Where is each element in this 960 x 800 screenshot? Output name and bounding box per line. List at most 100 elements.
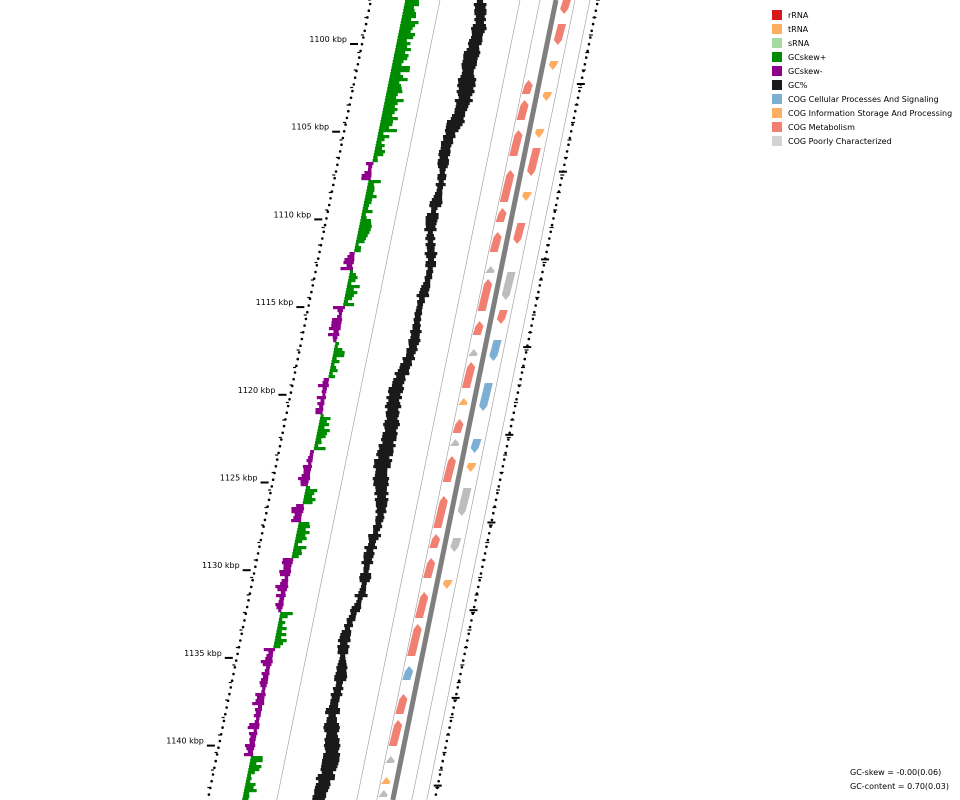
gc-skew-positive-bar bbox=[366, 189, 375, 193]
gc-skew-positive-bar bbox=[278, 621, 286, 625]
legend-swatch bbox=[772, 52, 782, 62]
gc-content-bar bbox=[358, 591, 366, 595]
gene-arrow-metabolism bbox=[495, 208, 507, 222]
gc-skew-negative-bar bbox=[278, 609, 282, 613]
gc-skew-positive-bar bbox=[356, 237, 367, 241]
gc-content-bar bbox=[323, 753, 341, 757]
gc-skew-negative-bar bbox=[328, 327, 341, 331]
gc-content-bar bbox=[318, 780, 331, 784]
gc-content-bar bbox=[376, 507, 386, 511]
gene-arrow-info bbox=[542, 92, 553, 101]
gc-skew-positive-bar bbox=[359, 222, 372, 226]
ruler-dots-right bbox=[498, 478, 502, 482]
gc-content-bar bbox=[456, 90, 475, 94]
gc-skew-negative-bar bbox=[338, 312, 343, 316]
gc-content-bar bbox=[341, 630, 352, 634]
ruler-dots-right bbox=[438, 773, 442, 776]
gc-skew-negative-bar bbox=[333, 330, 339, 334]
kbp-tick-label: 1130 kbp bbox=[202, 561, 240, 570]
ruler-dots-left bbox=[325, 217, 328, 220]
gc-content-bar bbox=[458, 96, 471, 100]
gc-content-bar bbox=[324, 729, 340, 733]
ruler-dots-right bbox=[507, 438, 510, 441]
gc-skew-negative-bar bbox=[344, 258, 355, 262]
gc-skew-positive-bar bbox=[313, 447, 326, 451]
gc-skew-negative-bar bbox=[303, 468, 312, 472]
ruler-dots-left bbox=[207, 793, 211, 796]
ruler-dots-right bbox=[449, 719, 453, 723]
gc-skew-negative-bar bbox=[247, 726, 260, 730]
gc-skew-positive-bar bbox=[274, 639, 287, 643]
legend-item-gcskew-neg: GCskew- bbox=[772, 64, 952, 78]
gc-content-bar bbox=[437, 165, 448, 169]
gc-content-bar bbox=[346, 621, 353, 625]
gc-skew-negative-bar bbox=[255, 699, 265, 703]
ruler-dots-left bbox=[217, 746, 220, 749]
gc-skew-positive-bar bbox=[291, 555, 299, 559]
gc-skew-positive-bar bbox=[304, 492, 315, 496]
gc-skew-negative-bar bbox=[260, 660, 273, 664]
gc-content-bar bbox=[329, 705, 339, 709]
ruler-dots-left bbox=[303, 324, 306, 327]
gc-content-bar bbox=[379, 447, 394, 451]
gc-content-bar bbox=[435, 183, 446, 187]
gc-content-bar bbox=[460, 75, 475, 79]
gc-skew-positive-bar bbox=[373, 153, 384, 157]
ruler-dots-left bbox=[248, 592, 252, 595]
ruler-dots-left bbox=[252, 572, 256, 575]
gc-content-bar bbox=[392, 381, 405, 385]
gc-skew-positive-bar bbox=[357, 234, 368, 238]
gc-content-bar bbox=[476, 0, 484, 4]
gc-content-bar bbox=[363, 570, 369, 574]
gc-skew-negative-bar bbox=[343, 261, 354, 265]
gc-content-bar bbox=[433, 195, 443, 199]
legend-item-cog-poor: COG Poorly Characterized bbox=[772, 134, 952, 148]
gc-skew-positive-bar bbox=[274, 642, 284, 646]
gc-content-bar bbox=[474, 9, 487, 13]
ruler-dots-right bbox=[537, 290, 540, 294]
gc-skew-track bbox=[242, 0, 419, 800]
gene-arrow-metabolism bbox=[407, 624, 422, 656]
gc-content-bar bbox=[330, 693, 343, 697]
gc-content-bar bbox=[412, 324, 421, 328]
gc-content-bar bbox=[322, 756, 340, 760]
gc-skew-negative-bar bbox=[301, 474, 310, 478]
ruler-dots-right bbox=[589, 36, 592, 39]
gc-content-bar bbox=[346, 618, 356, 622]
gc-skew-positive-bar bbox=[317, 429, 330, 433]
gc-skew-positive-bar bbox=[387, 87, 402, 91]
ruler-dots-right bbox=[541, 270, 544, 274]
ruler-dots-right bbox=[504, 451, 507, 455]
ruler-dots-right bbox=[587, 42, 591, 46]
gc-content-bar bbox=[425, 219, 438, 223]
ruler-dots-left bbox=[280, 438, 283, 441]
gc-skew-positive-bar bbox=[333, 351, 345, 355]
gc-skew-negative-bar bbox=[262, 663, 272, 667]
ruler-dots-left bbox=[316, 257, 320, 260]
ruler-dots-right bbox=[457, 679, 461, 682]
gc-content-bar bbox=[375, 501, 388, 505]
gc-skew-positive-bar bbox=[355, 243, 359, 247]
gene-arrow-metabolism bbox=[521, 80, 533, 94]
kbp-tick-label: 1135 kbp bbox=[184, 649, 222, 658]
gc-content-bar bbox=[391, 384, 403, 388]
gc-skew-positive-bar bbox=[296, 531, 310, 535]
ruler-dots-right bbox=[440, 766, 443, 770]
ruler-dots-right bbox=[538, 284, 542, 287]
gc-content-bar bbox=[325, 711, 340, 715]
gc-skew-negative-bar bbox=[248, 732, 258, 736]
gc-content-bar bbox=[402, 357, 415, 361]
ruler-dots-left bbox=[310, 290, 313, 294]
ruler-dots-left bbox=[315, 264, 319, 267]
gc-content-bar bbox=[335, 672, 347, 676]
gc-content-bar bbox=[388, 399, 400, 403]
gc-skew-positive-bar bbox=[400, 21, 419, 25]
gc-skew-positive-bar bbox=[393, 54, 409, 58]
ruler-dots-left bbox=[229, 686, 233, 689]
gc-content-bar bbox=[374, 474, 388, 478]
gc-skew-negative-bar bbox=[322, 393, 326, 397]
gene-arrow-metabolism bbox=[516, 100, 529, 120]
gc-skew-positive-bar bbox=[387, 84, 402, 88]
gc-content-bar bbox=[322, 759, 340, 763]
